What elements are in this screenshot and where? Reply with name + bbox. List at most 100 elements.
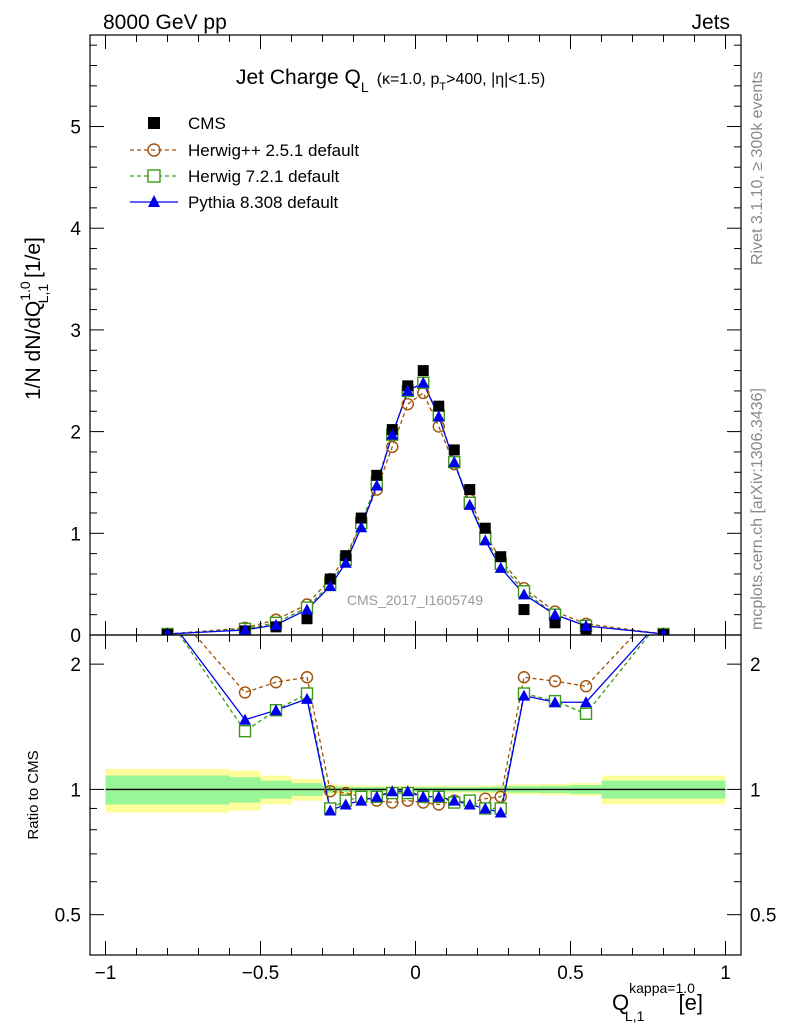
pythia-point <box>301 603 313 615</box>
pythia-point <box>370 479 383 491</box>
pythia-point <box>432 410 445 422</box>
main-ytick-label: 4 <box>70 219 81 240</box>
legend-marker-cms <box>148 117 160 129</box>
pythia-point <box>324 580 337 592</box>
pythia-point <box>239 713 251 725</box>
rivet-version-label: Rivet 3.1.10, ≥ 300k events <box>749 71 766 265</box>
cms-data-point <box>340 550 352 562</box>
ratio-series-layer <box>179 635 650 818</box>
legend-marker-herwig25 <box>147 143 161 157</box>
cms-data-point <box>464 484 476 496</box>
pythia-point <box>448 456 461 468</box>
title-main: Jet Charge Q <box>236 66 361 89</box>
pythia-point <box>580 619 592 631</box>
pythia-point <box>339 556 352 568</box>
main-ylabel: 1/N dN/dQ1.0 L,1 [1/e] <box>17 237 51 400</box>
title-cond-post: >400, |η|<1.5) <box>446 71 545 88</box>
herwig25-point <box>417 386 430 400</box>
legend-marker-herwig72 <box>147 169 161 183</box>
main-series-layer <box>161 365 670 635</box>
main-ytick-label: 3 <box>70 321 81 342</box>
axes-layer: 0 1 2 3 4 5 −1 −0.5 0 0.5 1 0.5 0.5 1 1 2 2 <box>55 35 776 984</box>
ratio-xtick-label: 0.5 <box>557 963 583 984</box>
pythia-point <box>518 689 530 701</box>
pythia-point <box>301 692 313 704</box>
herwig25-point <box>238 686 252 699</box>
pythia-ratio-line <box>180 635 648 814</box>
herwig25-point <box>579 680 593 693</box>
pythia-point <box>463 498 476 510</box>
legend: CMS Herwig++ 2.5.1 default Herwig 7.2.1 … <box>130 114 359 212</box>
herwig72-point <box>579 707 593 720</box>
cms-data-point <box>448 444 460 456</box>
pythia-point <box>355 794 368 806</box>
legend-label-cms: CMS <box>188 114 226 133</box>
title-main-sub: L <box>361 79 369 95</box>
pythia-point <box>432 790 445 802</box>
ratio-xtick-label: 1 <box>720 963 731 984</box>
pythia-point <box>270 618 282 630</box>
ratio-ylabel: Ratio to CMS <box>25 750 42 839</box>
herwig25-point <box>269 675 283 689</box>
analysis-id: CMS_2017_I1605749 <box>347 592 483 608</box>
herwig72-point <box>238 725 252 738</box>
cms-data-point <box>433 400 445 412</box>
pythia-point <box>270 704 282 716</box>
ratio-ytick-label: 1 <box>70 780 81 801</box>
ratio-ytick-label: 2 <box>70 655 81 676</box>
legend-label-pythia: Pythia 8.308 default <box>188 193 339 212</box>
header-left: 8000 GeV pp <box>103 11 227 34</box>
pythia-point <box>355 521 368 533</box>
pythia-point <box>463 798 476 810</box>
pythia-point <box>386 428 399 440</box>
cms-data-point <box>355 512 367 524</box>
legend-label-herwig25: Herwig++ 2.5.1 default <box>188 141 359 160</box>
pythia-point <box>401 384 414 396</box>
ratio-xlabel: Qkappa=1.0 L,1 [e] <box>612 980 703 1024</box>
pythia-point <box>549 696 561 708</box>
ratio-xtick-label: −1 <box>95 963 117 984</box>
pythia-point <box>479 534 492 546</box>
ratio-ytick-label: 0.5 <box>55 906 81 927</box>
ratio-uncertainty-band <box>105 768 726 813</box>
header-right: Jets <box>691 11 730 34</box>
herwig25-point <box>324 785 337 798</box>
title-cond: (κ=1.0, p <box>377 71 440 88</box>
plot-title: Jet Charge QL (κ=1.0, pT>400, |η|<1.5) <box>236 66 545 95</box>
pythia-point <box>494 561 507 573</box>
ratio-xtick-label: 0 <box>410 963 421 984</box>
cms-data-point <box>479 522 491 534</box>
cms-data-point <box>549 617 561 629</box>
cms-data-point <box>301 613 313 625</box>
ratio-ytick-label-right: 1 <box>750 780 761 801</box>
pythia-point <box>580 696 592 708</box>
legend-marker-pythia <box>148 195 160 207</box>
pythia-point <box>401 785 414 797</box>
pythia-point <box>239 623 251 635</box>
pythia-point <box>549 608 561 620</box>
mcplots-label: mcplots.cern.ch [arXiv:1306.3436] <box>749 388 766 630</box>
main-ytick-label: 1 <box>70 524 81 545</box>
cms-data-point <box>371 469 383 481</box>
ratio-ytick-label-right: 2 <box>750 655 761 676</box>
main-ytick-label: 2 <box>70 423 81 444</box>
pythia-point <box>494 806 507 818</box>
herwig25-point <box>401 397 414 411</box>
cms-data-point <box>417 365 429 377</box>
ratio-xtick-label: −0.5 <box>242 963 280 984</box>
herwig25-point <box>517 671 531 684</box>
pythia-point <box>518 588 530 600</box>
title-cond-sub: T <box>439 81 446 93</box>
pythia-point <box>324 804 337 816</box>
pythia-point <box>370 790 383 802</box>
pythia-point <box>417 376 430 388</box>
pythia-point <box>339 798 352 810</box>
herwig25-ratio-line <box>194 635 635 806</box>
legend-label-herwig72: Herwig 7.2.1 default <box>188 167 339 186</box>
svg-text:Jet Charge QL(κ=1.0, pT>400, |: Jet Charge QL (κ=1.0, pT>400, |η|<1.5) <box>236 66 545 95</box>
pythia-point <box>479 802 492 814</box>
ratio-ytick-label-right: 0.5 <box>750 906 776 927</box>
herwig25-point <box>548 674 562 688</box>
cms-data-point <box>324 573 336 585</box>
